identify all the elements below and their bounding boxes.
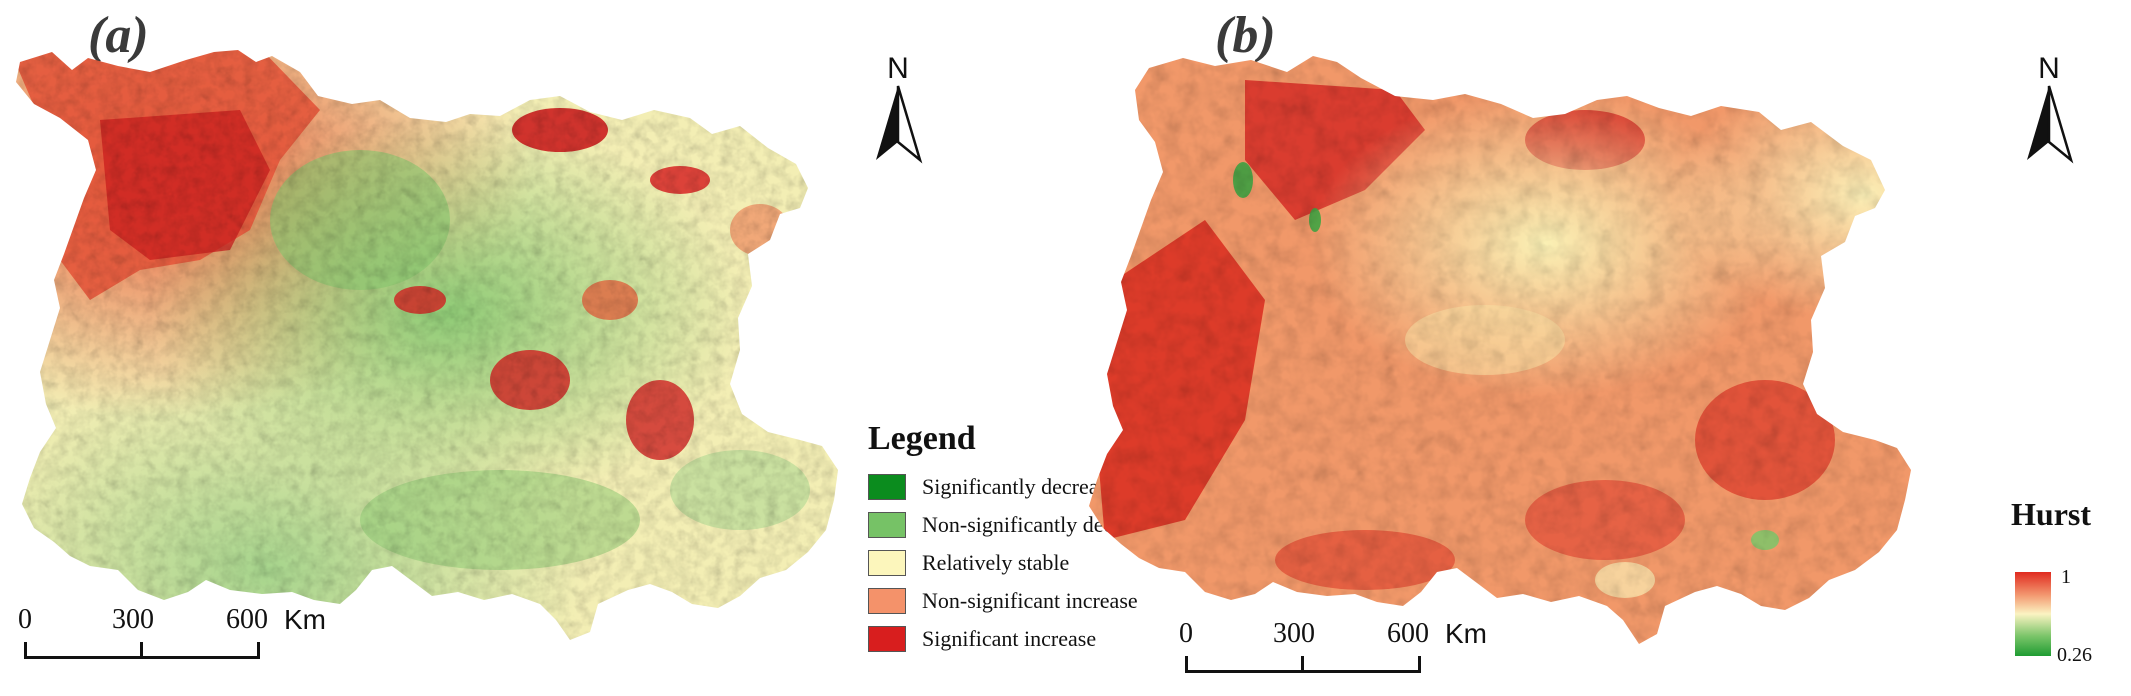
panel-b-label: (b) xyxy=(1215,7,1276,64)
trend-map-region xyxy=(16,50,838,640)
hurst-colorbar xyxy=(2015,572,2051,656)
legend-label: Significantly decrease xyxy=(922,474,1117,499)
scale-bar-b: 0 300 600 Km xyxy=(1175,618,1487,678)
hurst-min-label: 0.26 xyxy=(2057,644,2092,666)
legend-swatch xyxy=(868,588,906,614)
hurst-max-label: 1 xyxy=(2061,566,2071,588)
north-arrow-a: N xyxy=(868,54,928,169)
legend-swatch xyxy=(868,550,906,576)
scale-bar-a: 0 300 600 Km xyxy=(14,604,326,664)
legend-swatch xyxy=(868,626,906,652)
north-label: N xyxy=(887,52,909,85)
legend-item: Relatively stable xyxy=(868,544,1158,582)
scale-tick-0: 0 xyxy=(18,604,32,635)
north-arrow-b: N xyxy=(2019,54,2079,169)
legend-swatch xyxy=(868,474,906,500)
north-arrow-icon xyxy=(2027,85,2074,164)
legend-item: Non-significant increase xyxy=(868,582,1158,620)
scale-tick-600: 600 xyxy=(226,604,268,635)
legend-label: Significant increase xyxy=(922,626,1097,651)
scale-tick-600: 600 xyxy=(1387,618,1429,649)
legend-label: Non-significant increase xyxy=(922,588,1138,613)
scale-tick-300: 300 xyxy=(112,604,154,635)
legend-title: Legend xyxy=(868,420,976,457)
panel-b-hurst-map: (b) xyxy=(1065,0,2131,696)
hurst-title: Hurst xyxy=(2011,496,2091,532)
legend-swatch xyxy=(868,512,906,538)
legend-label: Relatively stable xyxy=(922,550,1070,575)
scale-tick-0: 0 xyxy=(1179,618,1193,649)
north-label: N xyxy=(2038,52,2060,85)
panel-a-trend-map: (a) xyxy=(0,0,1158,696)
hurst-map-region xyxy=(1089,56,1911,644)
north-arrow-icon xyxy=(876,85,923,164)
scale-unit: Km xyxy=(1445,618,1487,649)
legend-item: Significant increase xyxy=(868,620,1158,658)
scale-unit: Km xyxy=(284,604,326,635)
scale-tick-300: 300 xyxy=(1273,618,1315,649)
legend-item: Significantly decrease xyxy=(868,468,1158,506)
panel-a-label: (a) xyxy=(88,7,149,64)
legend-a: Legend Significantly decrease Non-signif… xyxy=(868,420,1158,658)
hurst-legend: Hurst 1 0.26 xyxy=(2011,496,2121,686)
